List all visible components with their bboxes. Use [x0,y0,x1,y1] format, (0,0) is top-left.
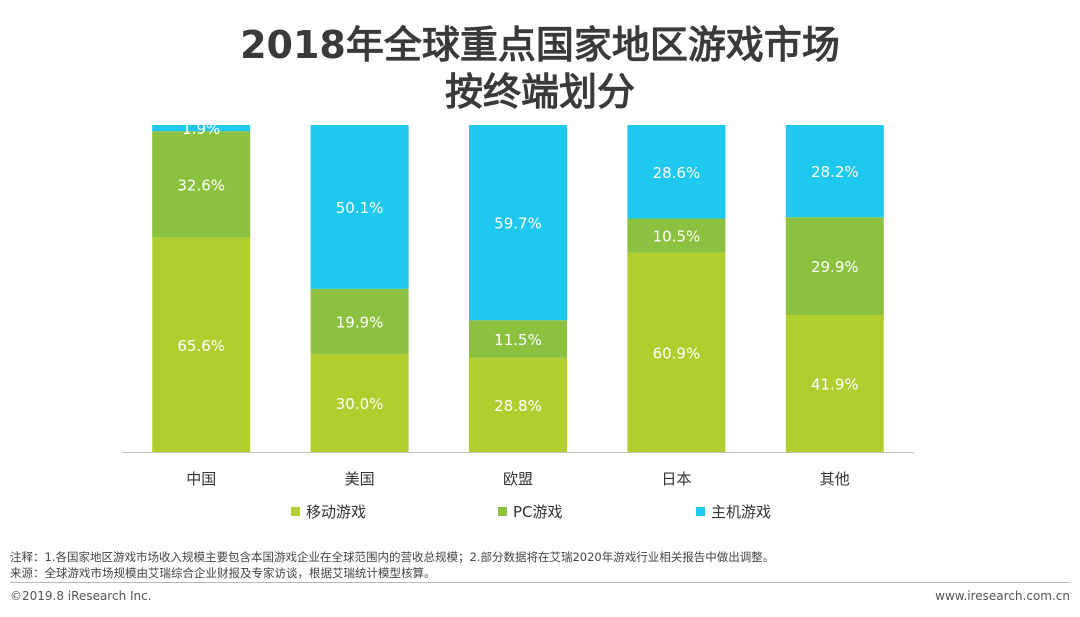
x-tick-label-1: 美国 [345,470,375,488]
legend-swatch-console [696,507,705,516]
x-tick-label-4: 其他 [820,470,850,488]
footer-copyright: ©2019.8 iResearch Inc. [10,589,152,603]
data-label-mobile-0: 65.6% [177,337,225,355]
bar-segment-pc-3 [627,218,726,253]
data-label-mobile-2: 28.8% [494,397,542,415]
data-label-pc-2: 11.5% [494,331,542,349]
chart-title-line1: 2018年全球重点国家地区游戏市场 [240,23,840,67]
bar-segment-mobile-1 [310,353,409,452]
bar-segment-mobile-3 [627,252,726,452]
legend-item-pc: PC游戏 [498,501,563,522]
chart-legend: 移动游戏 PC游戏 主机游戏 [0,501,1080,527]
bar-segment-mobile-4 [785,314,884,452]
bar-segment-console-3 [627,125,726,219]
bar-segment-pc-4 [785,217,884,315]
bar-segment-console-4 [785,125,884,218]
stacked-bar-chart: 65.6% 32.6% 1.9% 中国 30.0% 19.9% 50.1% 美国 28.8% 11… [122,120,914,488]
x-tick-label-0: 中国 [186,470,216,488]
bar-segment-mobile-0 [152,237,251,452]
data-label-console-0: 1.9% [182,120,220,138]
data-label-console-3: 28.6% [653,164,701,182]
data-label-console-2: 59.7% [494,215,542,233]
data-label-mobile-1: 30.0% [336,395,384,413]
data-label-console-4: 28.2% [811,163,859,181]
bar-segment-console-1 [310,125,409,289]
data-label-pc-4: 29.9% [811,258,859,276]
data-label-mobile-4: 41.9% [811,375,859,393]
legend-swatch-pc [498,507,507,516]
bar-segment-pc-2 [469,320,567,358]
data-label-pc-3: 10.5% [653,228,701,246]
legend-swatch-mobile [291,507,300,516]
x-tick-label-2: 欧盟 [503,470,533,488]
legend-item-console: 主机游戏 [696,501,771,522]
legend-label-mobile: 移动游戏 [306,503,367,521]
footer-website: www.iresearch.com.cn [935,589,1070,603]
footnote-source: 来源：全球游戏市场规模由艾瑞综合企业财报及专家访谈，根据艾瑞统计模型核算。 [10,566,436,580]
x-tick-label-3: 日本 [661,470,691,488]
bar-segment-console-0 [152,125,251,132]
data-label-console-1: 50.1% [336,199,384,217]
footnote-note: 注释：1.各国家地区游戏市场收入规模主要包含本国游戏企业在全球范围内的营收总规模… [10,550,775,564]
legend-item-mobile: 移动游戏 [291,501,366,522]
legend-label-pc: PC游戏 [513,503,563,521]
bar-segment-console-2 [469,125,567,321]
bar-segment-pc-0 [152,131,251,238]
footer-divider [10,582,1070,583]
data-label-mobile-3: 60.9% [653,344,701,362]
chart-title-line2: 按终端划分 [444,70,635,114]
data-label-pc-1: 19.9% [336,313,384,331]
bar-segment-pc-1 [310,288,409,354]
data-label-pc-0: 32.6% [177,176,225,194]
bar-segment-mobile-2 [469,357,567,452]
legend-label-console: 主机游戏 [711,503,772,521]
